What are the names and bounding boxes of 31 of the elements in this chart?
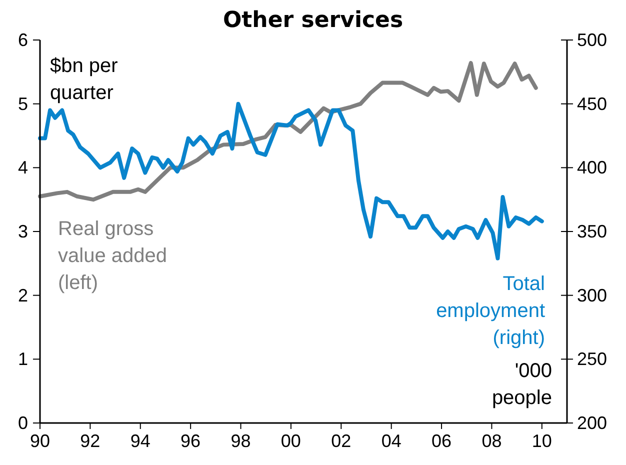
x-tick-label: 06: [432, 431, 452, 451]
x-tick-label: 90: [30, 431, 50, 451]
x-tick-label: 04: [381, 431, 402, 451]
y-tick-label: 3: [18, 222, 28, 242]
x-tick-label: 98: [230, 431, 251, 451]
y-tick-label: 0: [18, 413, 28, 433]
x-tick-label: 92: [80, 431, 100, 451]
x-tick-label: 00: [280, 431, 301, 451]
x-tick-label: 94: [130, 431, 150, 451]
y2-tick-label: 350: [577, 222, 608, 242]
y2-tick-label: 200: [577, 413, 608, 433]
x-tick-label: 96: [180, 431, 201, 451]
x-tick-label: 02: [331, 431, 352, 451]
series-label: Total employment (right): [436, 273, 546, 349]
series-label: Real gross value added (left): [58, 218, 167, 294]
y-axis-title: $bn per quarter: [50, 55, 118, 104]
y-tick-label: 4: [18, 158, 28, 178]
x-tick-label: 10: [532, 431, 552, 451]
y2-axis-title: '000 people: [492, 360, 552, 409]
y2-tick-label: 250: [577, 349, 608, 370]
y2-tick-label: 450: [577, 94, 608, 114]
line-series: [38, 102, 544, 260]
chart-title: Other services: [222, 8, 404, 33]
y2-tick-label: 300: [577, 285, 608, 306]
x-tick-label: 08: [482, 431, 502, 451]
y2-tick-label: 400: [577, 158, 608, 178]
y-tick-label: 6: [18, 30, 28, 50]
y2-tick-label: 500: [577, 30, 608, 50]
y-tick-label: 1: [18, 349, 28, 370]
y-tick-label: 5: [18, 94, 28, 114]
y-tick-label: 2: [18, 285, 28, 306]
